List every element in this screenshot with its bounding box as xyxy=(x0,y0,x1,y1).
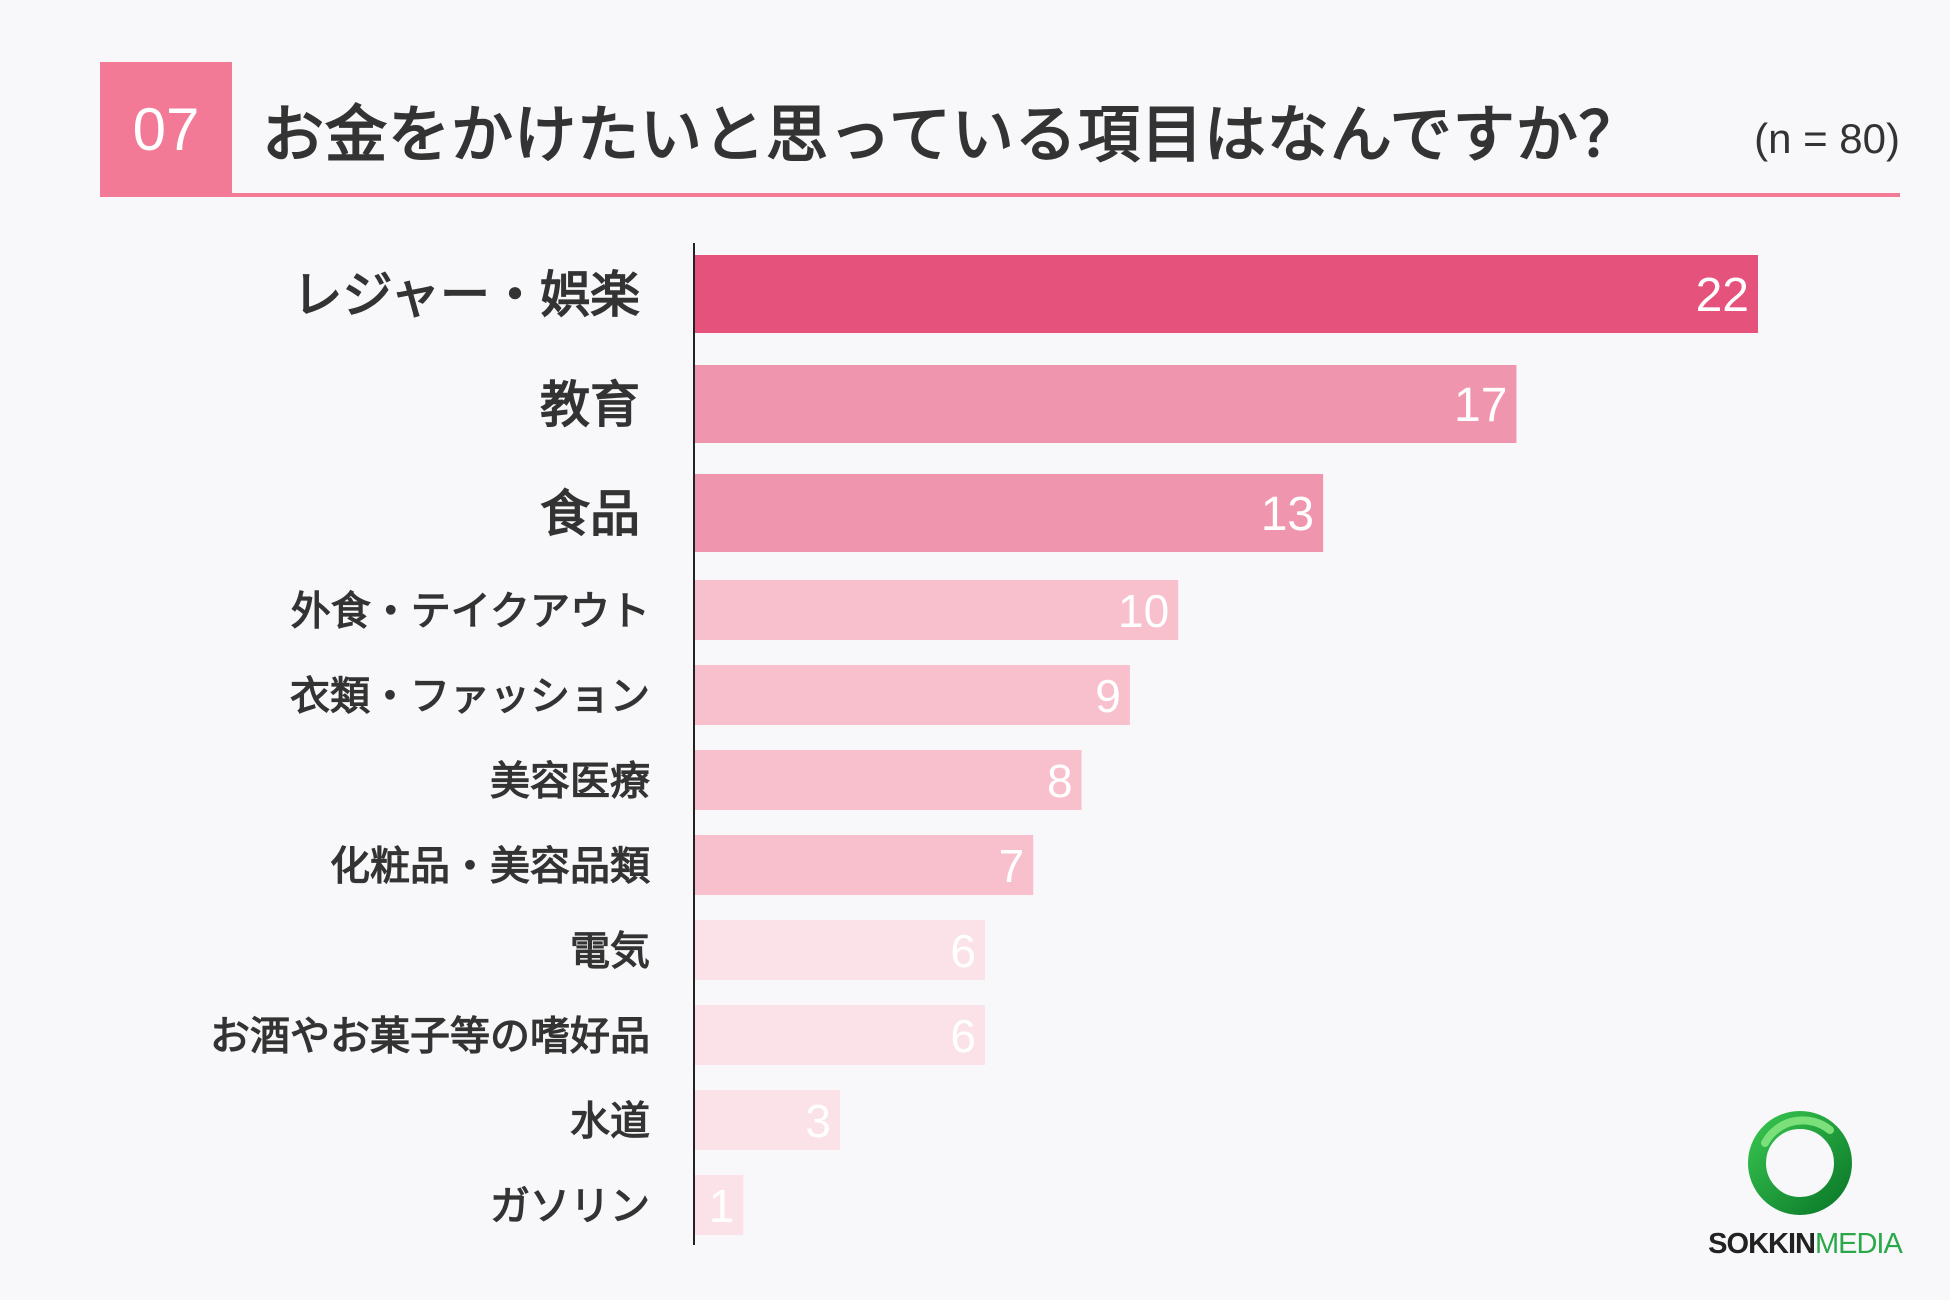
bar-value-label: 7 xyxy=(999,840,1025,892)
bar-1 xyxy=(695,255,1758,333)
category-label: 美容医療 xyxy=(490,758,651,804)
chart-title: お金をかけたいと思っている項目はなんですか？ xyxy=(262,98,1642,171)
bar-7 xyxy=(695,835,1034,895)
category-label: 食品 xyxy=(540,485,640,543)
category-label: 電気 xyxy=(570,928,650,974)
chart-header: 07 お金をかけたいと思っている項目はなんですか？ (n = 80) xyxy=(100,62,1900,197)
logo-ring-icon xyxy=(1748,1111,1852,1215)
question-number-badge: 07 xyxy=(100,62,232,197)
bar-value-label: 9 xyxy=(1095,670,1121,722)
logo-text-media: MEDIA xyxy=(1814,1228,1903,1260)
bar-value-label: 6 xyxy=(950,925,976,977)
bar-11 xyxy=(695,1175,744,1235)
bar-4 xyxy=(695,580,1179,640)
category-label: 水道 xyxy=(570,1098,650,1144)
category-label: レジャー・娯楽 xyxy=(293,266,641,324)
bar-6 xyxy=(695,750,1082,810)
category-label: ガソリン xyxy=(490,1183,650,1229)
bar-value-label: 8 xyxy=(1047,755,1073,807)
category-label: 外食・テイクアウト xyxy=(291,588,650,634)
bar-10 xyxy=(695,1090,840,1150)
bar-9 xyxy=(695,1005,985,1065)
logo-wordmark: SOKKINMEDIA xyxy=(1690,1228,1920,1261)
category-label: 化粧品・美容品類 xyxy=(330,843,651,889)
logo-text-sokkin: SOKKIN xyxy=(1708,1228,1816,1260)
bar-value-label: 10 xyxy=(1118,585,1169,637)
bar-value-label: 22 xyxy=(1696,269,1749,322)
category-label: 教育 xyxy=(540,376,640,434)
sample-size: (n = 80) xyxy=(1754,115,1900,162)
header-divider xyxy=(100,193,1900,197)
bar-value-label: 17 xyxy=(1454,379,1507,432)
bar-2 xyxy=(695,365,1517,443)
bar-3 xyxy=(695,474,1324,552)
bar-value-label: 6 xyxy=(950,1010,976,1062)
bar-value-label: 1 xyxy=(709,1180,735,1232)
bar-8 xyxy=(695,920,985,980)
bar-5 xyxy=(695,665,1130,725)
category-label: 衣類・ファッション xyxy=(290,673,650,719)
category-label: お酒やお菓子等の嗜好品 xyxy=(210,1013,650,1059)
bar-value-label: 3 xyxy=(805,1095,831,1147)
brand-logo: SOKKINMEDIA xyxy=(1690,1108,1920,1261)
bar-value-label: 13 xyxy=(1261,488,1314,541)
